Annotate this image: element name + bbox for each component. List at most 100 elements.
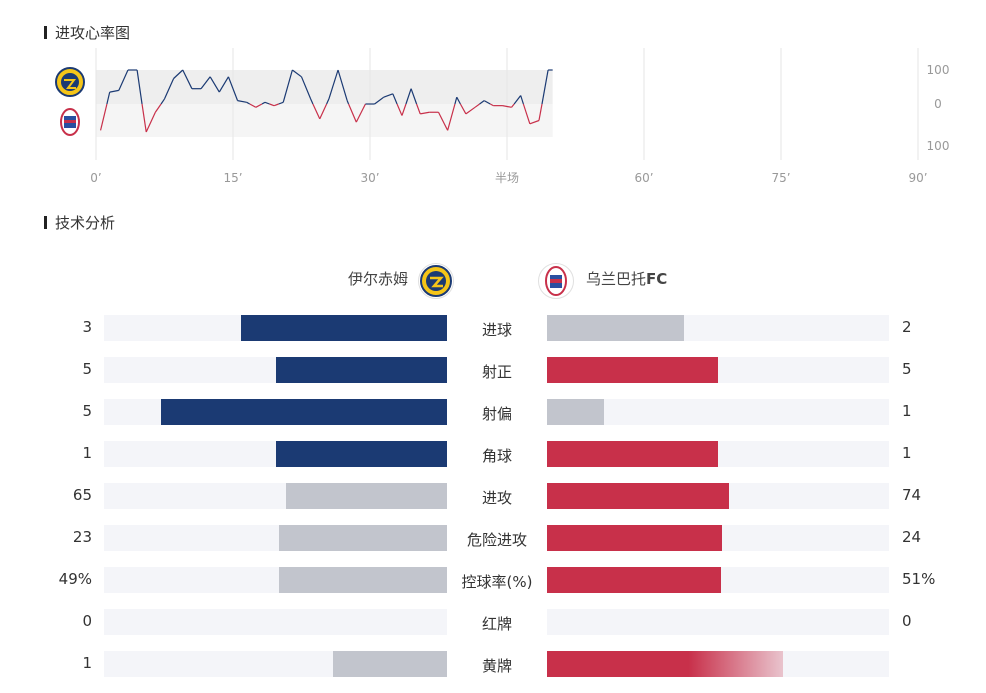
home-stat-value: 5	[82, 402, 92, 420]
series-segment	[136, 69, 143, 105]
away-stat-value: 1	[902, 444, 912, 462]
x-tick-label: 0’	[90, 171, 101, 185]
series-segment	[269, 103, 275, 107]
away-stat-track	[547, 357, 889, 383]
home-stat-bar	[286, 483, 447, 509]
away-stat-value: 0	[902, 612, 912, 630]
away-stat-track	[547, 567, 889, 593]
home-stat-bar	[278, 567, 447, 593]
chart-bands	[96, 70, 553, 137]
series-segment	[454, 97, 458, 105]
attack-heart-rate-chart: 0’ 15’ 30’ 半场 60’ 75’ 90’ 100 0 100	[55, 48, 950, 185]
away-stat-value: 2	[902, 318, 912, 336]
tech-analysis-title: 技术分析	[44, 212, 115, 233]
home-team-logo-small	[55, 67, 85, 97]
series-segment	[246, 101, 251, 105]
stat-label: 红牌	[481, 615, 512, 633]
away-team-name-suffix: FC	[646, 270, 668, 288]
away-stat-bar	[547, 315, 684, 341]
series-segment	[255, 103, 263, 108]
series-segment	[459, 103, 467, 115]
series-segment	[154, 103, 162, 113]
home-band	[96, 70, 553, 104]
away-stat-bar	[547, 483, 729, 509]
series-segment	[173, 69, 184, 79]
series-segment	[410, 88, 418, 105]
series-segment	[278, 101, 284, 105]
home-stat-value: 1	[82, 444, 92, 462]
home-stat-bar	[161, 399, 447, 425]
series-segment	[99, 103, 108, 131]
home-stat-bar	[241, 315, 447, 341]
chart-grid	[95, 48, 919, 160]
series-segment	[420, 111, 430, 115]
series-segment	[355, 103, 366, 123]
series-segment	[326, 98, 330, 105]
series-segment	[538, 103, 543, 121]
away-stat-bar	[547, 441, 718, 467]
home-team-name[interactable]: 伊尔赤姆	[347, 270, 408, 288]
series-segment	[292, 69, 302, 78]
series-segment	[261, 101, 266, 105]
series-segment	[383, 93, 394, 98]
series-segment	[447, 103, 456, 131]
x-tick-label: 15’	[223, 171, 242, 185]
home-stat-track	[104, 483, 447, 509]
home-stat-track	[104, 357, 447, 383]
series-segment	[163, 78, 175, 100]
series-segment	[237, 100, 247, 103]
stat-row: 5 射偏 1	[0, 399, 986, 425]
stat-label: 进球	[481, 321, 512, 339]
heart-chart-title-text: 进攻心率图	[55, 24, 131, 42]
series-segment	[209, 76, 220, 93]
home-stat-track	[104, 567, 447, 593]
away-stat-value: 5	[902, 360, 912, 378]
series-segment	[456, 96, 461, 105]
series-segment	[145, 111, 156, 133]
y-tick-label: 100	[927, 139, 950, 153]
series-segment	[513, 95, 522, 105]
series-segment	[160, 98, 165, 105]
series-segment	[346, 100, 350, 105]
series-segment	[328, 69, 339, 100]
tech-analysis-title-text: 技术分析	[55, 214, 116, 232]
series-segment	[264, 101, 270, 105]
series-segment	[337, 69, 348, 101]
stat-row: 5 射正 5	[0, 357, 986, 383]
stat-label: 危险进攻	[466, 531, 527, 549]
x-tick-label: 60’	[634, 171, 653, 185]
away-stat-track	[547, 525, 889, 551]
stat-row: 1 黄牌	[0, 651, 986, 677]
away-team-name[interactable]: 乌兰巴托FC	[586, 268, 667, 289]
series-segment	[319, 103, 328, 120]
y-tick-label: 0	[934, 97, 942, 111]
stat-row: 3 进球 2	[0, 315, 986, 341]
series-segment	[489, 103, 494, 107]
away-team-logo[interactable]	[538, 263, 574, 299]
away-stat-bar	[547, 399, 605, 425]
home-team-logo[interactable]	[418, 263, 454, 299]
away-stat-bar	[547, 651, 783, 677]
series-segment	[396, 103, 403, 116]
stat-label: 角球	[481, 447, 512, 465]
series-segment	[522, 103, 531, 124]
home-stat-track	[104, 609, 447, 635]
home-stat-track	[104, 315, 447, 341]
stat-label: 射正	[481, 363, 512, 381]
x-tick-label: 75’	[771, 171, 790, 185]
home-stat-track	[104, 651, 447, 677]
heart-chart-title: 进攻心率图	[44, 22, 130, 43]
away-team-logo-small	[60, 108, 80, 136]
away-stat-bar	[547, 567, 722, 593]
x-axis-ticks: 0’ 15’ 30’ 半场 60’ 75’ 90’	[90, 171, 927, 185]
series-segment	[474, 103, 480, 108]
stat-label: 控球率(%)	[461, 573, 533, 591]
away-stat-track	[547, 651, 889, 677]
series-segment	[218, 76, 229, 93]
section-marker	[44, 26, 47, 39]
y-tick-label: 100	[927, 63, 950, 77]
series-segment	[511, 103, 515, 108]
away-team-name-text: 乌兰巴托	[586, 270, 647, 288]
series-segment	[106, 91, 111, 105]
home-stat-bar	[332, 651, 447, 677]
